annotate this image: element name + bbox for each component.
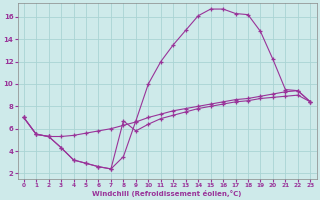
X-axis label: Windchill (Refroidissement éolien,°C): Windchill (Refroidissement éolien,°C) [92,190,242,197]
